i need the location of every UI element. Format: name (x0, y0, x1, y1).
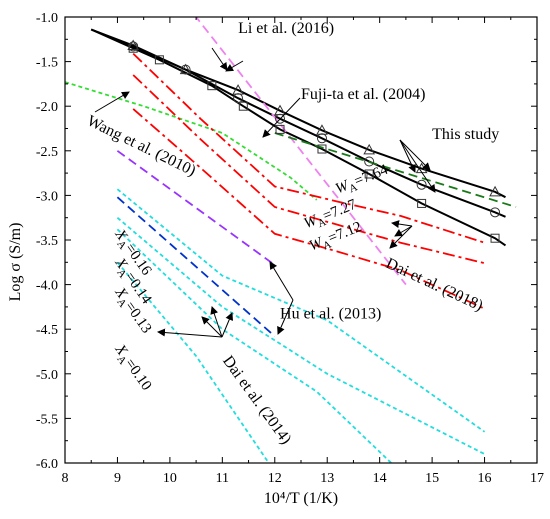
x-axis-label: 10⁴/T (1/K) (264, 490, 338, 507)
series-line-9 (116, 150, 276, 266)
square-marker (207, 81, 217, 91)
circle-marker (316, 133, 327, 144)
x-tick-label: 14 (373, 471, 387, 486)
annotation-arrow-14 (221, 312, 233, 338)
triangle-marker (363, 143, 376, 155)
triangle-marker (489, 185, 501, 197)
y-tick-label: -2.0 (36, 100, 58, 115)
circle-marker (490, 207, 501, 218)
annotation-arrow-12 (201, 316, 223, 338)
labels-layer: Li et al. (2016) Fuji-ta et al. (2004) Thi… (84, 20, 499, 448)
x-tick-label: 17 (530, 471, 544, 486)
series-line-8 (132, 108, 485, 310)
square-marker (364, 169, 374, 179)
annotation-arrow-0 (211, 47, 228, 71)
annotation-label-4: Dai et al. (2018) (383, 255, 485, 315)
y-tick-label: -4.5 (36, 323, 58, 338)
x-tick-label: 9 (114, 471, 121, 486)
series-line-11 (116, 188, 486, 433)
square-marker (317, 144, 327, 154)
annotation-arrow-3 (399, 139, 431, 171)
annotation-arrow-11 (277, 299, 294, 335)
series-line-7 (132, 74, 485, 265)
xa-label-3: XA=0.10 (109, 341, 155, 395)
square-marker (128, 43, 138, 53)
annotation-label-3: Wang et al. (2010) (84, 112, 198, 179)
square-marker (275, 124, 285, 134)
annotation-arrow-13 (210, 306, 223, 338)
series-line-13 (116, 228, 393, 463)
annotation-arrow-2 (262, 97, 301, 138)
series-line-2 (90, 28, 507, 247)
y-tick-label: -4.0 (36, 279, 58, 294)
series-line-1 (90, 28, 506, 218)
annotation-arrow-7 (391, 220, 413, 228)
x-tick-label: 15 (425, 471, 439, 486)
series-line-14 (116, 261, 270, 463)
x-tick-label: 11 (216, 471, 229, 486)
series-line-12 (116, 217, 486, 455)
plot-frame (64, 16, 538, 464)
annotation-label-6: Dai et al. (2014) (219, 353, 294, 448)
y-tick-label: -3.5 (36, 234, 58, 249)
x-tick-label: 13 (320, 471, 334, 486)
annotation-arrow-15 (157, 328, 223, 338)
annotation-arrow-5 (399, 139, 436, 193)
annotation-label-0: Li et al. (2016) (238, 20, 334, 37)
series-layer (65, 17, 517, 463)
triangle-marker (127, 39, 140, 51)
series-line-5 (65, 81, 318, 201)
y-tick-label: -1.5 (36, 56, 58, 71)
series-line-4 (274, 132, 517, 208)
annotation-arrow-6 (94, 91, 130, 113)
annotation-label-5: Hu et al. (2013) (280, 305, 381, 322)
annotation-arrow-9 (389, 225, 413, 249)
y-tick-label: -6.0 (36, 457, 58, 472)
y-axis-label: Log σ (S/m) (7, 223, 24, 302)
annotation-arrow-1 (225, 60, 244, 72)
x-tick-label: 16 (478, 471, 492, 486)
y-tick-label: -1.0 (36, 11, 58, 26)
circle-marker (364, 156, 375, 167)
circle-marker (180, 64, 191, 75)
square-marker (238, 101, 248, 111)
circle-marker (416, 179, 427, 190)
annotation-arrow-4 (399, 139, 416, 173)
markers-layer (127, 39, 501, 243)
series-line-10 (116, 196, 276, 337)
axes-layer: 8 9 10 11 12 13 14 15 16 17 -1.0 -1.5 -2.0 -2.5 -3.0 -3… (36, 11, 544, 486)
square-marker (490, 233, 500, 243)
square-marker (417, 198, 427, 208)
y-tick-label: -2.5 (36, 145, 58, 160)
y-tick-label: -5.0 (36, 368, 58, 383)
circle-marker (275, 113, 286, 124)
y-tick-label: -3.0 (36, 189, 58, 204)
y-tick-label: -5.5 (36, 412, 58, 427)
annotation-arrow-8 (394, 225, 413, 237)
x-tick-label: 8 (62, 471, 69, 486)
series-line-6 (132, 52, 485, 244)
series-line-3 (194, 17, 407, 286)
square-marker (154, 55, 164, 65)
annotation-arrow-10 (269, 261, 294, 301)
circle-marker (233, 93, 244, 104)
x-tick-label: 10 (163, 471, 177, 486)
arrows-layer (94, 47, 436, 338)
x-tick-label: 12 (268, 471, 282, 486)
annotation-label-2: This study (432, 126, 499, 143)
annotation-label-1: Fuji-ta et al. (2004) (301, 86, 425, 103)
